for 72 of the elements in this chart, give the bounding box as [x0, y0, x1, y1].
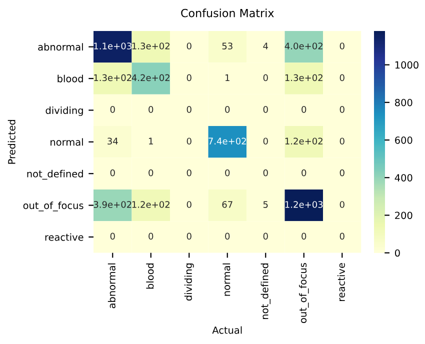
data-label: 0 — [186, 138, 192, 145]
data-label: 5 — [263, 201, 268, 208]
data-label: 0 — [148, 106, 154, 113]
data-label: 0 — [186, 232, 192, 240]
data-label: 0 — [110, 169, 115, 176]
x-tick-label: abnormal — [108, 263, 116, 308]
data-label: 0 — [340, 169, 344, 176]
color-bar-label: 800 — [395, 98, 412, 106]
y-tick-label: reactive — [45, 233, 84, 241]
y-tick-label: abnormal — [38, 43, 83, 51]
x-tick-label: reactive — [337, 263, 345, 301]
data-label: 4.0e+02 — [284, 42, 322, 50]
color-bar-label: 0 — [394, 249, 400, 257]
chart-title: Confusion Matrix — [181, 8, 274, 18]
x-tick-label: blood — [146, 263, 154, 289]
data-label: 0 — [186, 74, 192, 82]
data-label: 1.1e+03 — [94, 42, 132, 50]
y-tick-label: not_defined — [27, 170, 83, 180]
y-tick-label: blood — [58, 74, 83, 82]
data-label: 0 — [340, 138, 344, 145]
data-label: 0 — [263, 169, 268, 176]
data-label: 0 — [148, 232, 154, 240]
color-bar-label: 400 — [394, 174, 412, 182]
x-tick-label: not_defined — [260, 263, 270, 320]
x-tick-label: out_of_focus — [299, 263, 309, 323]
data-label: 0 — [148, 169, 154, 176]
data-label: 1.3e+02 — [94, 74, 132, 82]
data-label: 1.2e+03 — [285, 201, 323, 208]
data-label: 0 — [340, 42, 344, 50]
data-label: 67 — [222, 201, 232, 208]
data-label: 0 — [186, 201, 192, 208]
x-tick-label: normal — [222, 263, 230, 296]
color-bar-label: 600 — [395, 136, 412, 144]
data-label: 0 — [186, 42, 192, 50]
data-label: 1 — [148, 138, 153, 144]
data-label: 4 — [263, 42, 268, 50]
data-label: 0 — [110, 232, 115, 240]
data-label: 0 — [302, 106, 306, 113]
data-label: 0 — [340, 106, 344, 113]
data-label: 4.2e+02 — [132, 74, 170, 82]
data-label: 1 — [225, 74, 230, 81]
data-label: 0 — [302, 169, 306, 176]
y-tick-label: normal — [50, 138, 83, 146]
data-label: 0 — [263, 106, 268, 113]
data-label: 7.4e+02 — [208, 138, 246, 145]
x-axis-title: Actual — [212, 326, 242, 334]
data-label: 0 — [340, 74, 344, 82]
data-label: 0 — [340, 232, 344, 240]
data-label: 0 — [186, 169, 192, 176]
x-tick-label: dividing — [184, 263, 194, 301]
data-label: 3.9e+02 — [94, 201, 132, 208]
data-label: 0 — [340, 201, 344, 208]
data-label: 34 — [108, 138, 118, 145]
data-label: 0 — [186, 106, 192, 113]
data-label: 0 — [225, 169, 230, 176]
data-label: 0 — [225, 106, 230, 113]
data-label: 1.3e+02 — [132, 42, 170, 50]
color-bar-label: 200 — [395, 212, 412, 220]
data-label: 1.2e+02 — [132, 201, 170, 208]
data-label: 0 — [263, 138, 268, 145]
data-label: 0 — [110, 106, 115, 113]
data-label: 1.3e+02 — [285, 74, 322, 82]
data-label: 0 — [225, 232, 230, 240]
color-bar-label: 1000 — [395, 61, 418, 69]
data-label: 0 — [302, 232, 306, 240]
data-label: 1.2e+02 — [285, 138, 322, 145]
y-tick-label: out_of_focus — [23, 202, 84, 212]
y-axis-title: Predicted — [8, 120, 16, 164]
data-label: 0 — [263, 232, 268, 240]
y-tick-label: dividing — [46, 106, 83, 116]
data-label: 0 — [263, 74, 268, 82]
data-label: 53 — [222, 42, 232, 50]
